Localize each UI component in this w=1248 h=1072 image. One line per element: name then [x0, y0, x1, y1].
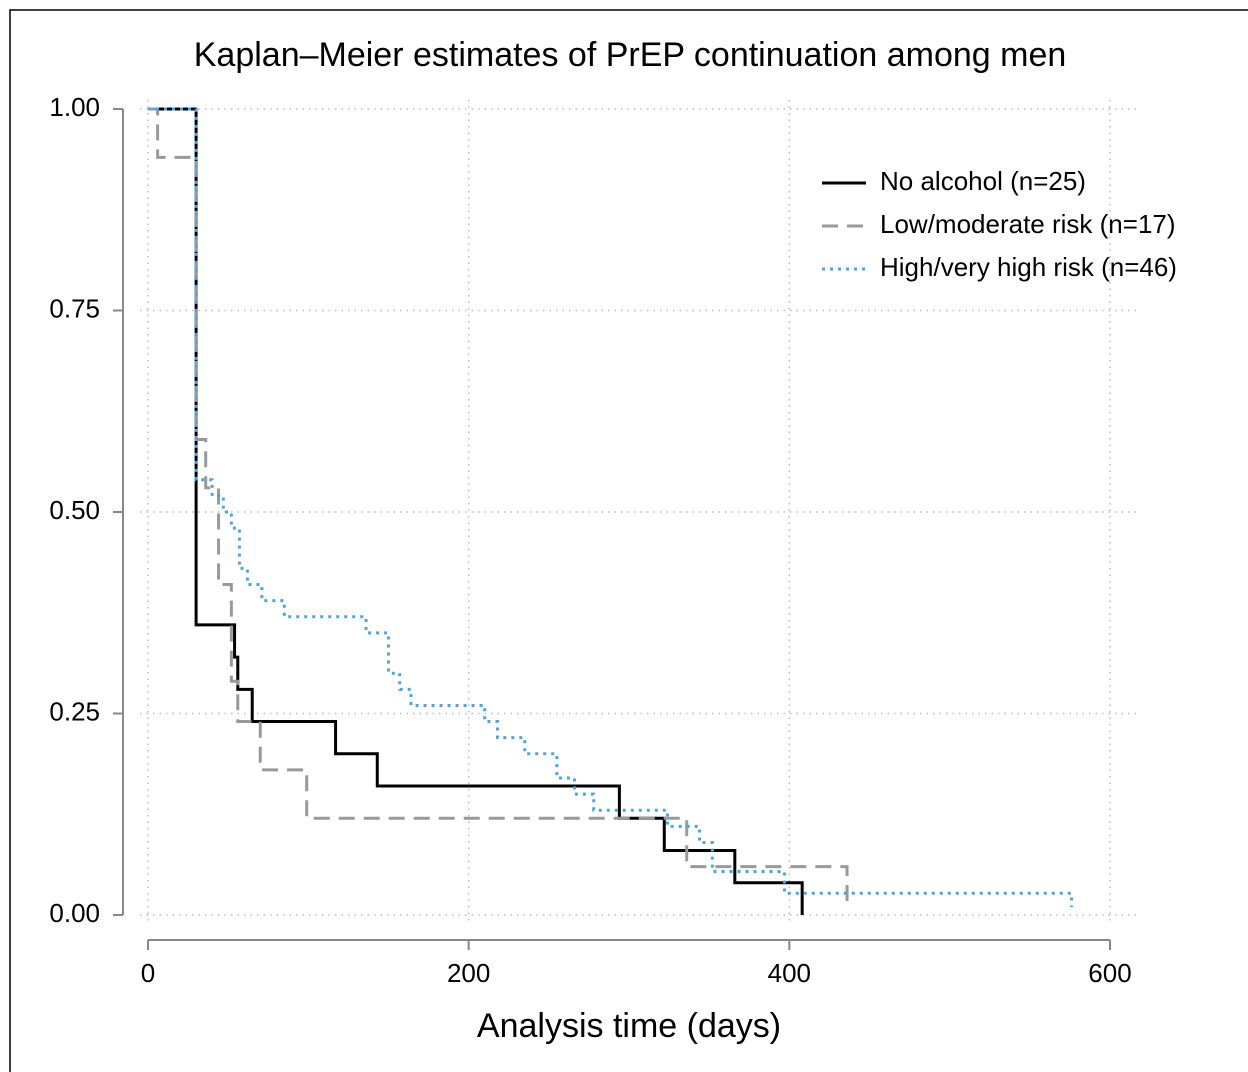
x-tick-label: 200	[447, 958, 490, 988]
y-tick-label: 0.25	[49, 696, 100, 726]
y-tick-label: 1.00	[49, 92, 100, 122]
legend-label: Low/moderate risk (n=17)	[880, 209, 1176, 239]
x-tick-label: 600	[1088, 958, 1131, 988]
legend-label: No alcohol (n=25)	[880, 166, 1086, 196]
y-tick-label: 0.75	[49, 293, 100, 323]
chart-title: Kaplan–Meier estimates of PrEP continuat…	[194, 36, 1067, 74]
x-tick-label: 400	[768, 958, 811, 988]
legend-label: High/very high risk (n=46)	[880, 252, 1177, 282]
x-axis-label: Analysis time (days)	[477, 1007, 781, 1045]
survival-curve	[148, 107, 1074, 907]
y-tick-label: 0.50	[49, 495, 100, 525]
x-tick-label: 0	[141, 958, 155, 988]
frame	[9, 9, 1248, 1072]
y-tick-label: 0.00	[49, 898, 100, 928]
survival-curve	[148, 107, 849, 907]
